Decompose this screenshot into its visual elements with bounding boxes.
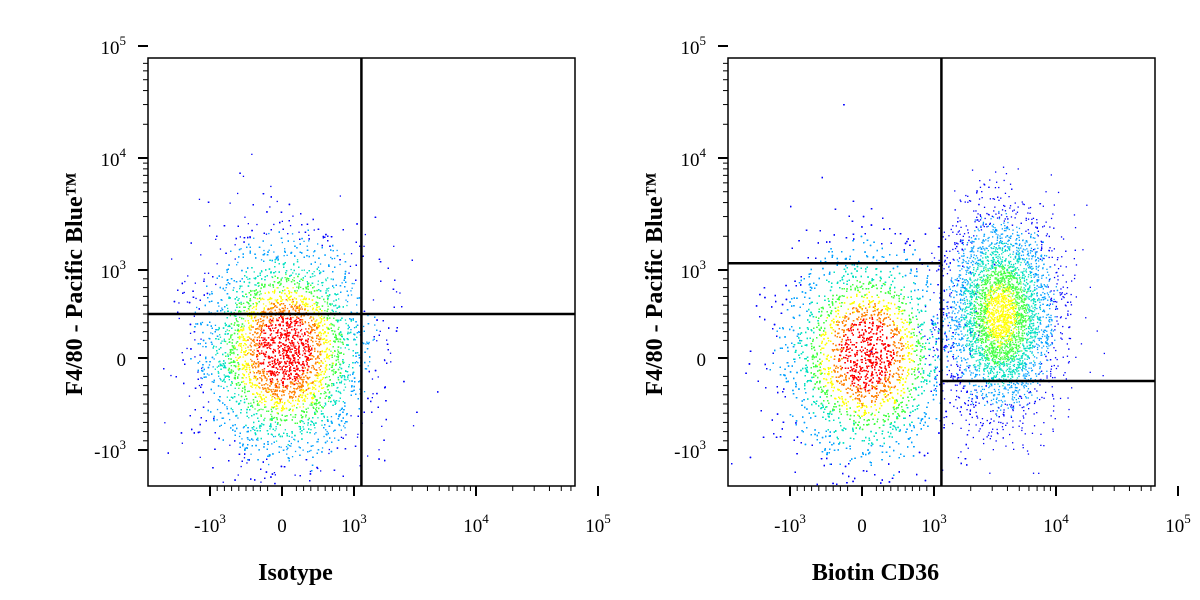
y-axis: -103 0 103 104 105 [94, 33, 148, 463]
y-tick-label: 105 [681, 33, 707, 59]
flow-plot-1: -103 0 103 104 105 -103 0 103 104 105 Isotype F4/80… [62, 33, 611, 586]
x-axis-title: Biotin CD36 [812, 560, 939, 586]
x-tick-label: 0 [857, 516, 867, 537]
y-tick-label: 105 [101, 33, 127, 59]
event-dots [731, 104, 1105, 486]
flow-plot-2: -103 0 103 104 105 -103 0 103 104 105 Biotin CD36 F… [642, 33, 1191, 586]
y-axis-title: F4/80 - Pacific Blue™ [642, 172, 668, 395]
x-tick-label: 105 [1165, 511, 1191, 537]
y-tick-label: 0 [117, 350, 127, 371]
x-tick-label: -103 [774, 511, 806, 537]
x-axis: -103 0 103 104 105 [774, 486, 1191, 537]
x-tick-label: 0 [277, 516, 287, 537]
x-tick-label: 103 [921, 511, 947, 537]
y-tick-label: 104 [101, 145, 127, 171]
x-tick-label: 104 [1043, 511, 1069, 537]
y-tick-label: -103 [94, 437, 126, 463]
x-tick-label: -103 [194, 511, 226, 537]
y-tick-label: 104 [681, 145, 707, 171]
y-axis: -103 0 103 104 105 [674, 33, 728, 463]
x-tick-label: 103 [341, 511, 367, 537]
x-tick-label: 104 [463, 511, 489, 537]
y-tick-label: -103 [674, 437, 706, 463]
y-axis-title: F4/80 - Pacific Blue™ [62, 172, 88, 395]
y-tick-label: 0 [697, 350, 707, 371]
y-tick-label: 103 [681, 257, 707, 283]
x-tick-label: 105 [585, 511, 611, 537]
y-tick-label: 103 [101, 257, 127, 283]
x-axis-title: Isotype [258, 560, 333, 586]
x-axis: -103 0 103 104 105 [194, 486, 611, 537]
